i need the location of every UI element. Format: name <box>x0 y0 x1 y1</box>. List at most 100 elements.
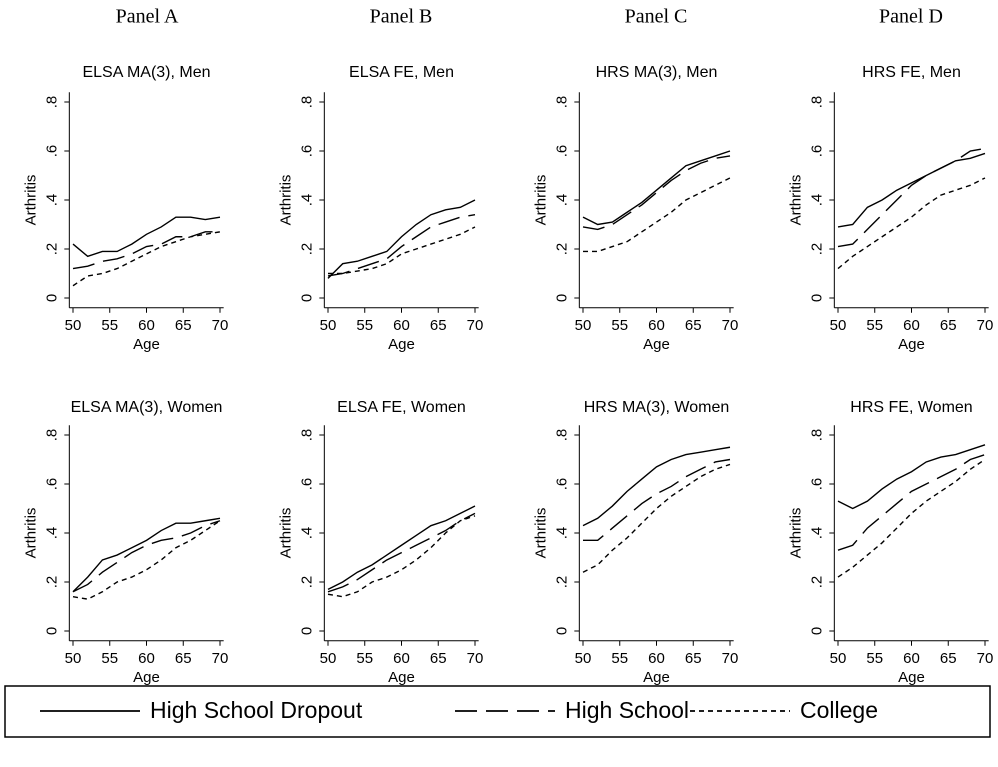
series-line <box>837 458 986 578</box>
x-tick-label: 55 <box>611 317 628 334</box>
series-line <box>582 155 731 231</box>
x-tick-label: 60 <box>393 317 410 334</box>
y-axis-label: Arthritis <box>787 175 804 226</box>
y-tick-label: .8 <box>298 429 315 442</box>
x-tick-label: 50 <box>575 650 592 667</box>
x-axis-label: Age <box>388 336 415 353</box>
x-tick-label: 70 <box>722 317 739 334</box>
x-tick-label: 65 <box>175 650 192 667</box>
chart-title: HRS FE, Men <box>862 64 961 81</box>
x-tick-label: 70 <box>467 317 484 334</box>
y-tick-label: .8 <box>808 429 825 442</box>
y-tick-label: .4 <box>808 527 825 540</box>
y-axis-label: Arthritis <box>277 508 294 559</box>
x-tick-label: 65 <box>175 317 192 334</box>
y-axis-label: Arthritis <box>277 175 294 226</box>
series-line <box>837 444 986 510</box>
series-line <box>72 231 220 270</box>
chart-title: ELSA FE, Men <box>349 64 454 81</box>
x-tick-label: 50 <box>65 317 82 334</box>
x-tick-label: 55 <box>356 317 373 334</box>
x-tick-label: 70 <box>722 650 739 667</box>
chart-title: HRS FE, Women <box>850 399 972 416</box>
y-tick-label: .6 <box>808 478 825 491</box>
x-tick-label: 50 <box>575 317 592 334</box>
chart-title: HRS MA(3), Men <box>596 64 718 81</box>
x-axis-label: Age <box>898 669 925 686</box>
x-axis-label: Age <box>643 336 670 353</box>
x-tick-label: 50 <box>65 650 82 667</box>
x-tick-label: 60 <box>903 650 920 667</box>
series-line <box>328 226 476 275</box>
x-tick-label: 60 <box>903 317 920 334</box>
y-tick-label: .6 <box>43 478 60 491</box>
y-tick-label: .8 <box>298 96 315 109</box>
x-axis-label: Age <box>133 336 160 353</box>
series-line <box>327 199 476 279</box>
x-tick-label: 60 <box>138 650 155 667</box>
y-tick-label: 0 <box>43 294 60 302</box>
x-tick-label: 50 <box>830 317 847 334</box>
series-line <box>327 512 476 593</box>
panel-label: Panel B <box>370 6 433 28</box>
y-tick-label: 0 <box>43 627 60 635</box>
y-tick-label: .8 <box>43 429 60 442</box>
chart-title: ELSA MA(3), Women <box>71 399 223 416</box>
x-tick-label: 70 <box>212 317 229 334</box>
legend-label: College <box>800 697 878 723</box>
y-tick-label: .6 <box>298 145 315 158</box>
series-line <box>72 231 221 287</box>
y-axis-label: Arthritis <box>22 508 39 559</box>
legend-box <box>4 685 991 738</box>
series-line <box>327 505 476 590</box>
x-axis-label: Age <box>898 336 925 353</box>
x-tick-label: 65 <box>685 650 702 667</box>
y-tick-label: .2 <box>298 576 315 589</box>
y-tick-label: 0 <box>553 627 570 635</box>
y-tick-label: .2 <box>43 243 60 256</box>
chart-title: ELSA MA(3), Men <box>82 64 210 81</box>
series-line <box>582 463 731 573</box>
y-tick-label: .2 <box>298 243 315 256</box>
series-line <box>837 147 986 248</box>
y-tick-label: .8 <box>553 96 570 109</box>
y-tick-label: 0 <box>808 627 825 635</box>
series-line <box>72 216 221 258</box>
series-line <box>837 152 986 228</box>
series-line <box>327 214 476 277</box>
y-tick-label: 0 <box>298 627 315 635</box>
x-tick-label: 65 <box>940 650 957 667</box>
y-tick-label: .6 <box>808 145 825 158</box>
series-line <box>837 453 986 551</box>
x-tick-label: 60 <box>393 650 410 667</box>
y-tick-label: .2 <box>43 576 60 589</box>
y-tick-label: .6 <box>553 478 570 491</box>
x-axis-label: Age <box>643 669 670 686</box>
y-tick-label: .8 <box>43 96 60 109</box>
x-tick-label: 70 <box>212 650 229 667</box>
panel-label: Panel A <box>116 6 179 28</box>
x-tick-label: 70 <box>977 317 994 334</box>
y-axis-label: Arthritis <box>22 175 39 226</box>
y-tick-label: .2 <box>553 576 570 589</box>
y-tick-label: .4 <box>298 194 315 207</box>
x-tick-label: 55 <box>866 317 883 334</box>
y-tick-label: .4 <box>553 527 570 540</box>
series-line <box>582 150 731 226</box>
y-tick-label: .4 <box>298 527 315 540</box>
x-tick-label: 65 <box>430 650 447 667</box>
x-tick-label: 50 <box>320 650 337 667</box>
y-tick-label: .4 <box>43 194 60 207</box>
x-tick-label: 65 <box>430 317 447 334</box>
series-line <box>72 520 221 593</box>
y-tick-label: .8 <box>553 429 570 442</box>
x-tick-label: 60 <box>648 650 665 667</box>
y-tick-label: .2 <box>553 243 570 256</box>
legend-label: High School Dropout <box>150 697 363 723</box>
y-tick-label: .6 <box>553 145 570 158</box>
chart-title: ELSA FE, Women <box>337 399 466 416</box>
chart-title: HRS MA(3), Women <box>584 399 730 416</box>
y-tick-label: .2 <box>808 576 825 589</box>
